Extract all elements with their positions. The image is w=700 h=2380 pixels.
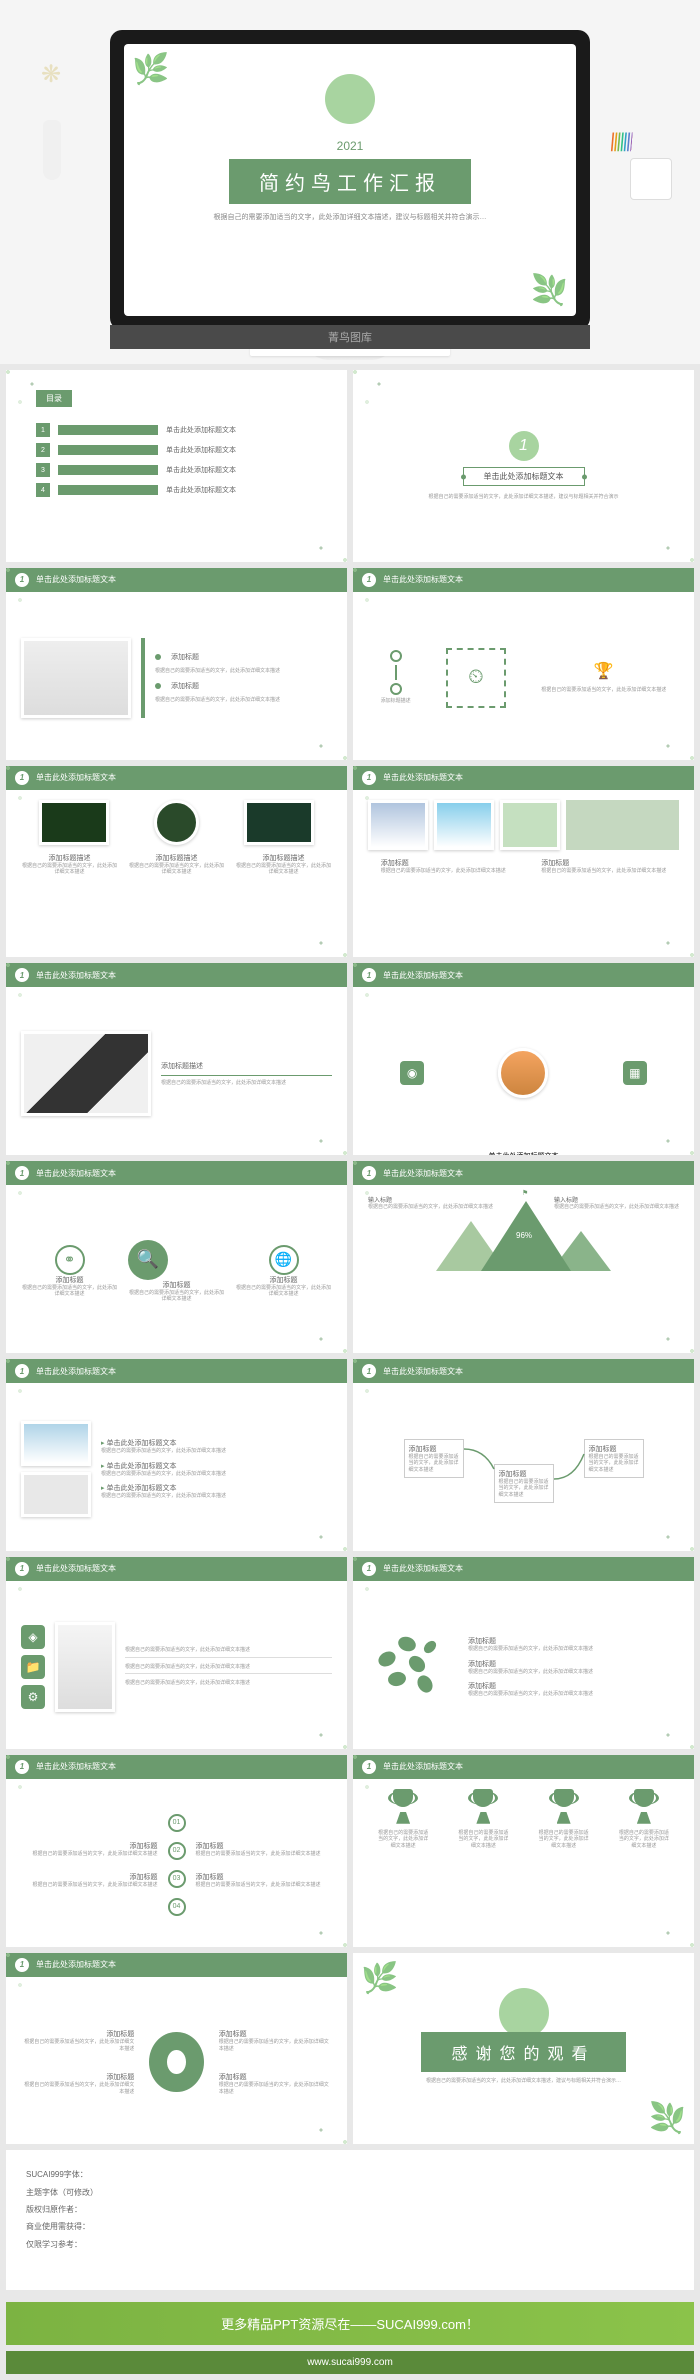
slide-9: 1单击此处添加标题文本 ⚭添加标题根据自己的需要添加适当的文字，此处添加详细文本… bbox=[6, 1161, 347, 1353]
slide-12: 1单击此处添加标题文本 添加标题根据自己的需要添加适当的文字，此处添加详细文本描… bbox=[353, 1359, 694, 1551]
toc-slide: 目录 1单击此处添加标题文本 2单击此处添加标题文本 3单击此处添加标题文本 4单击此… bbox=[6, 370, 347, 562]
toc-item: 2单击此处添加标题文本 bbox=[36, 443, 317, 457]
img-building bbox=[368, 800, 428, 850]
slide-3: 1单击此处添加标题文本 添加标题 根据自己的需要添加适当的文字，此处添加详细文本… bbox=[6, 568, 347, 760]
gear-puzzle-icon bbox=[149, 2032, 203, 2092]
mountain-chart: ⚑96% bbox=[368, 1211, 679, 1271]
trophy-icon bbox=[549, 1789, 579, 1824]
trophy-icon bbox=[468, 1789, 498, 1824]
img-sky bbox=[434, 800, 494, 850]
vase-decoration bbox=[35, 60, 70, 180]
section-desc: 根据自己的需要添加适当的文字，此处添加详细文本描述，建议与标题相关并符合演示 bbox=[428, 494, 618, 501]
trophy-icon: 🏆 bbox=[594, 661, 614, 681]
pie-icon: ◉ bbox=[400, 1061, 424, 1085]
timeline-number: 04 bbox=[168, 1898, 186, 1916]
section-number: 1 bbox=[509, 431, 539, 461]
trophy-icon bbox=[629, 1789, 659, 1824]
blob-cluster bbox=[368, 1627, 458, 1707]
diamond-icon: ◈ bbox=[21, 1625, 45, 1649]
bullet-title: 添加标题 bbox=[171, 652, 199, 662]
slide-num-icon: 1 bbox=[14, 572, 30, 588]
slide-16: 1单击此处添加标题文本 根据自己的需要添加适当的文字，此处添加详细文本描述 根据… bbox=[353, 1755, 694, 1947]
section-slide: 1 单击此处添加标题文本 根据自己的需要添加适当的文字，此处添加详细文本描述，建… bbox=[353, 370, 694, 562]
img-green bbox=[500, 800, 560, 850]
hero-section: 2021 简约鸟工作汇报 根据自己的需要添加适当的文字，此处添加详细文本描述，建… bbox=[0, 0, 700, 364]
slide-13: 1单击此处添加标题文本 ◈ 📁 ⚙ 根据自己的需要添加适当的文字，此处添加详细文… bbox=[6, 1557, 347, 1749]
img-frame bbox=[21, 1472, 91, 1517]
slide-4: 1单击此处添加标题文本 添加标题描述 ⏲ 🏆 根据自己的需要添加适当的文字，此处… bbox=[353, 568, 694, 760]
slide-14: 1单击此处添加标题文本 添加标题根据自己的需要添加适当的文字，此处添加详细文本描… bbox=[353, 1557, 694, 1749]
img-plane bbox=[21, 1421, 91, 1466]
gear-icon: ⚙ bbox=[21, 1685, 45, 1709]
toc-item: 3单击此处添加标题文本 bbox=[36, 463, 317, 477]
meta-info: SUCAI999字体：主题字体（可修改）版权归原作者：商业使用需获得：仅限学习参… bbox=[6, 2150, 694, 2270]
monitor-frame: 2021 简约鸟工作汇报 根据自己的需要添加适当的文字，此处添加详细文本描述，建… bbox=[110, 30, 590, 330]
img-laptop bbox=[21, 1031, 151, 1116]
image-placeholder bbox=[21, 638, 131, 718]
link-icon: ⚭ bbox=[55, 1245, 85, 1275]
timeline-number: 01 bbox=[168, 1814, 186, 1832]
image-icon: ▦ bbox=[623, 1061, 647, 1085]
slide-10: 1单击此处添加标题文本 输入标题根据自己的需要添加适当的文字，此处添加详细文本描… bbox=[353, 1161, 694, 1353]
pencils-decoration bbox=[605, 130, 655, 200]
clock-icon: ⏲ bbox=[468, 666, 484, 689]
slide-header: 单击此处添加标题文本 bbox=[36, 574, 116, 585]
slide-6: 1单击此处添加标题文本 添加标题根据自己的需要添加适当的文字，此处添加详细文本描… bbox=[353, 766, 694, 958]
trophy-icon bbox=[388, 1789, 418, 1824]
toc-item: 1单击此处添加标题文本 bbox=[36, 423, 317, 437]
slide-7: 1单击此处添加标题文本 添加标题描述 根据自己的需要添加适当的文字，此处添加详细… bbox=[6, 963, 347, 1155]
folder-icon: 📁 bbox=[21, 1655, 45, 1679]
thanks-slide: 2021 感谢您的观看 根据自己的需要添加适当的文字，此处添加详细文本描述，建议… bbox=[353, 1953, 694, 2145]
search-icon: 🔍 bbox=[128, 1240, 168, 1280]
slides-grid: 目录 1单击此处添加标题文本2单击此处添加标题文本3单击此处添加标题文本4单击此… bbox=[0, 364, 700, 2296]
footer-promo: 更多精品PPT资源尽在——SUCAI999.com！ bbox=[6, 2302, 694, 2345]
img-dark-leaves bbox=[39, 800, 109, 845]
slide-5: 1单击此处添加标题文本 添加标题描述根据自己的需要添加适当的文字，此处添加详细文… bbox=[6, 766, 347, 958]
slide-17: 1单击此处添加标题文本 添加标题根据自己的需要添加适当的文字，此处添加详细文本描… bbox=[6, 1953, 347, 2145]
slide-8: 1单击此处添加标题文本 ◉ ▦ 单击此处添加标题文本 根据自己的需要添加适当的文… bbox=[353, 963, 694, 1155]
main-title: 简约鸟工作汇报 bbox=[229, 159, 471, 204]
slide-15: 1单击此处添加标题文本 添加标题根据自己的需要添加适当的文字，此处添加详细文本描… bbox=[6, 1755, 347, 1947]
credit-bar: 菁鸟图库 bbox=[110, 325, 590, 349]
img-circle bbox=[154, 800, 199, 845]
img-person bbox=[55, 1622, 115, 1712]
footer-url: www.sucai999.com bbox=[6, 2351, 694, 2374]
timeline-number: 03 bbox=[168, 1870, 186, 1888]
toc-item: 4单击此处添加标题文本 bbox=[36, 483, 317, 497]
slide-11: 1单击此处添加标题文本 ▸ 单击此处添加标题文本根据自己的需要添加适当的文字，此… bbox=[6, 1359, 347, 1551]
img-plant bbox=[244, 800, 314, 845]
img-bridge bbox=[498, 1048, 548, 1098]
thanks-title: 感谢您的观看 bbox=[421, 2032, 625, 2072]
percentage: 96% bbox=[516, 1231, 532, 1240]
meta-slide: SUCAI999字体：主题字体（可修改）版权归原作者：商业使用需获得：仅限学习参… bbox=[6, 2150, 694, 2290]
globe-icon: 🌐 bbox=[269, 1245, 299, 1275]
timeline-number: 02 bbox=[168, 1842, 186, 1860]
flag-icon: ⚑ bbox=[522, 1189, 528, 1197]
title-slide: 2021 简约鸟工作汇报 根据自己的需要添加适当的文字，此处添加详细文本描述，建… bbox=[124, 44, 576, 316]
toc-heading: 目录 bbox=[36, 390, 72, 407]
section-title: 单击此处添加标题文本 bbox=[463, 467, 585, 486]
